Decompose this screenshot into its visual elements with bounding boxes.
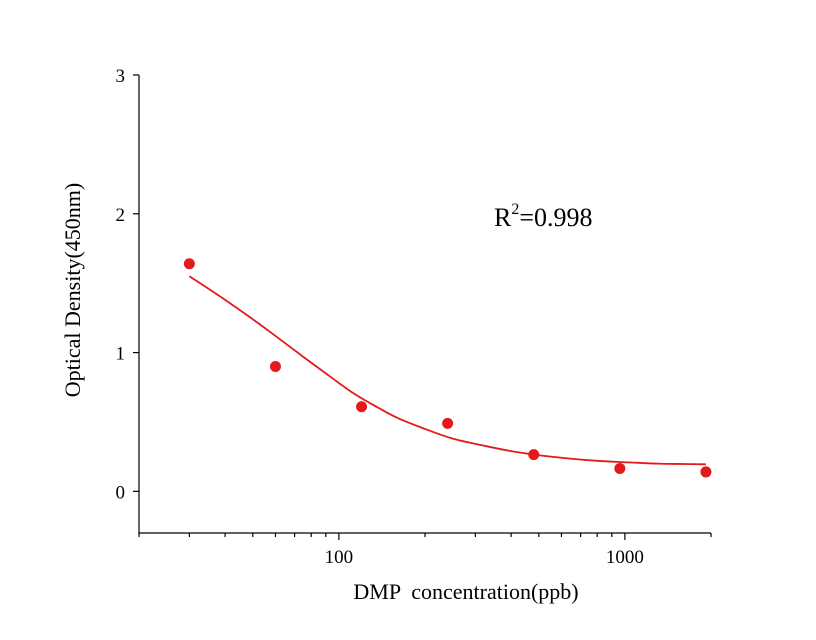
r-squared-sup: 2 bbox=[511, 201, 519, 218]
data-point bbox=[269, 360, 281, 372]
data-point bbox=[528, 449, 540, 461]
fit-curve bbox=[188, 275, 706, 466]
r-squared-annotation: R2=0.998 bbox=[494, 201, 593, 232]
y-tick-label-3: 3 bbox=[116, 66, 126, 87]
y-tick-label-0: 0 bbox=[116, 482, 126, 503]
data-point bbox=[442, 417, 454, 429]
y-tick-label-2: 2 bbox=[116, 205, 126, 226]
y-tick-label-1: 1 bbox=[116, 344, 126, 365]
r-squared-base: R bbox=[494, 203, 512, 232]
data-point bbox=[700, 466, 712, 478]
x-axis-ticks: 100 1000 bbox=[138, 533, 712, 568]
data-points bbox=[183, 258, 712, 478]
x-tick-label-100: 100 bbox=[325, 547, 354, 568]
data-point bbox=[356, 401, 368, 413]
x-tick-label-1000: 1000 bbox=[606, 547, 644, 568]
y-axis-title: Optical Density(450nm) bbox=[60, 183, 85, 397]
data-point bbox=[183, 258, 195, 270]
y-axis-ticks: 0 1 2 3 bbox=[116, 66, 139, 503]
data-point bbox=[614, 462, 626, 474]
r-squared-value: =0.998 bbox=[519, 203, 592, 232]
x-axis-title: DMP concentration(ppb) bbox=[353, 579, 578, 604]
